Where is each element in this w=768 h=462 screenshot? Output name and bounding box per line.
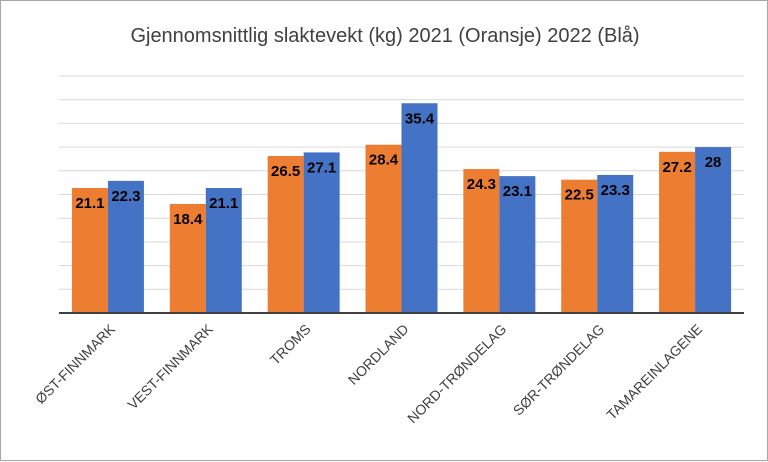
data-label: 26.5 <box>271 163 300 180</box>
data-label: 23.1 <box>503 183 532 200</box>
bar <box>303 152 340 313</box>
data-labels: 21.1 22.3 18.4 21.1 26.5 27.1 28.4 35.4 24.3 23.1… <box>75 110 721 228</box>
data-label: 21.1 <box>75 195 104 212</box>
data-label: 28.4 <box>369 152 399 169</box>
bar <box>169 203 206 313</box>
x-tick-label: SØR-TRØNDELAG <box>510 321 608 419</box>
bar <box>499 176 536 313</box>
chart-title: Gjennomsnittlig slaktevekt (kg) 2021 (Or… <box>130 25 639 47</box>
data-label: 24.3 <box>467 176 496 193</box>
bar <box>71 187 108 313</box>
data-label: 27.1 <box>307 159 336 176</box>
data-label: 28 <box>705 154 722 171</box>
bar <box>205 187 242 313</box>
data-label: 35.4 <box>405 110 435 127</box>
x-tick-label: VEST-FINNMARK <box>124 320 216 412</box>
bar <box>107 180 144 313</box>
bar <box>365 144 402 313</box>
bar <box>463 169 500 313</box>
x-tick-label: TAMAREINLAGENE <box>603 321 705 423</box>
bar <box>561 179 598 313</box>
data-label: 22.5 <box>565 187 594 204</box>
data-label: 22.3 <box>111 188 140 205</box>
data-label: 27.2 <box>662 159 691 176</box>
bar <box>695 147 732 313</box>
bar <box>659 151 696 313</box>
x-tick-label: ØST-FINNMARK <box>32 320 119 407</box>
bars <box>71 103 732 313</box>
x-tick-label: TROMS <box>267 321 314 368</box>
bar <box>401 103 438 313</box>
x-tick-label: NORDLAND <box>345 321 412 388</box>
bar <box>267 155 304 313</box>
data-label: 18.4 <box>173 211 203 228</box>
data-label: 23.3 <box>601 182 630 199</box>
x-tick-labels: ØST-FINNMARK VEST-FINNMARK TROMS NORDLANDNO… <box>32 320 705 426</box>
data-label: 21.1 <box>209 195 238 212</box>
bar <box>597 174 634 313</box>
x-tick-label: NORD-TRØNDELAG <box>404 321 509 426</box>
